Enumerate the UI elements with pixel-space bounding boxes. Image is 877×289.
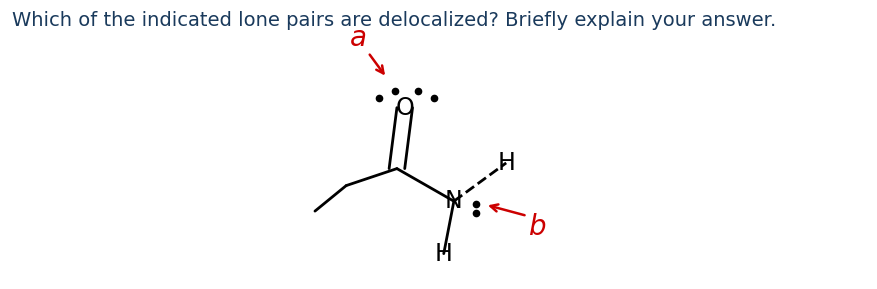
Text: Which of the indicated lone pairs are delocalized? Briefly explain your answer.: Which of the indicated lone pairs are de… xyxy=(12,11,775,30)
Text: b: b xyxy=(528,213,545,241)
Text: a: a xyxy=(349,24,366,52)
Text: O: O xyxy=(395,96,414,120)
Text: H: H xyxy=(496,151,515,175)
Text: N: N xyxy=(445,189,462,213)
Text: H: H xyxy=(434,242,453,266)
